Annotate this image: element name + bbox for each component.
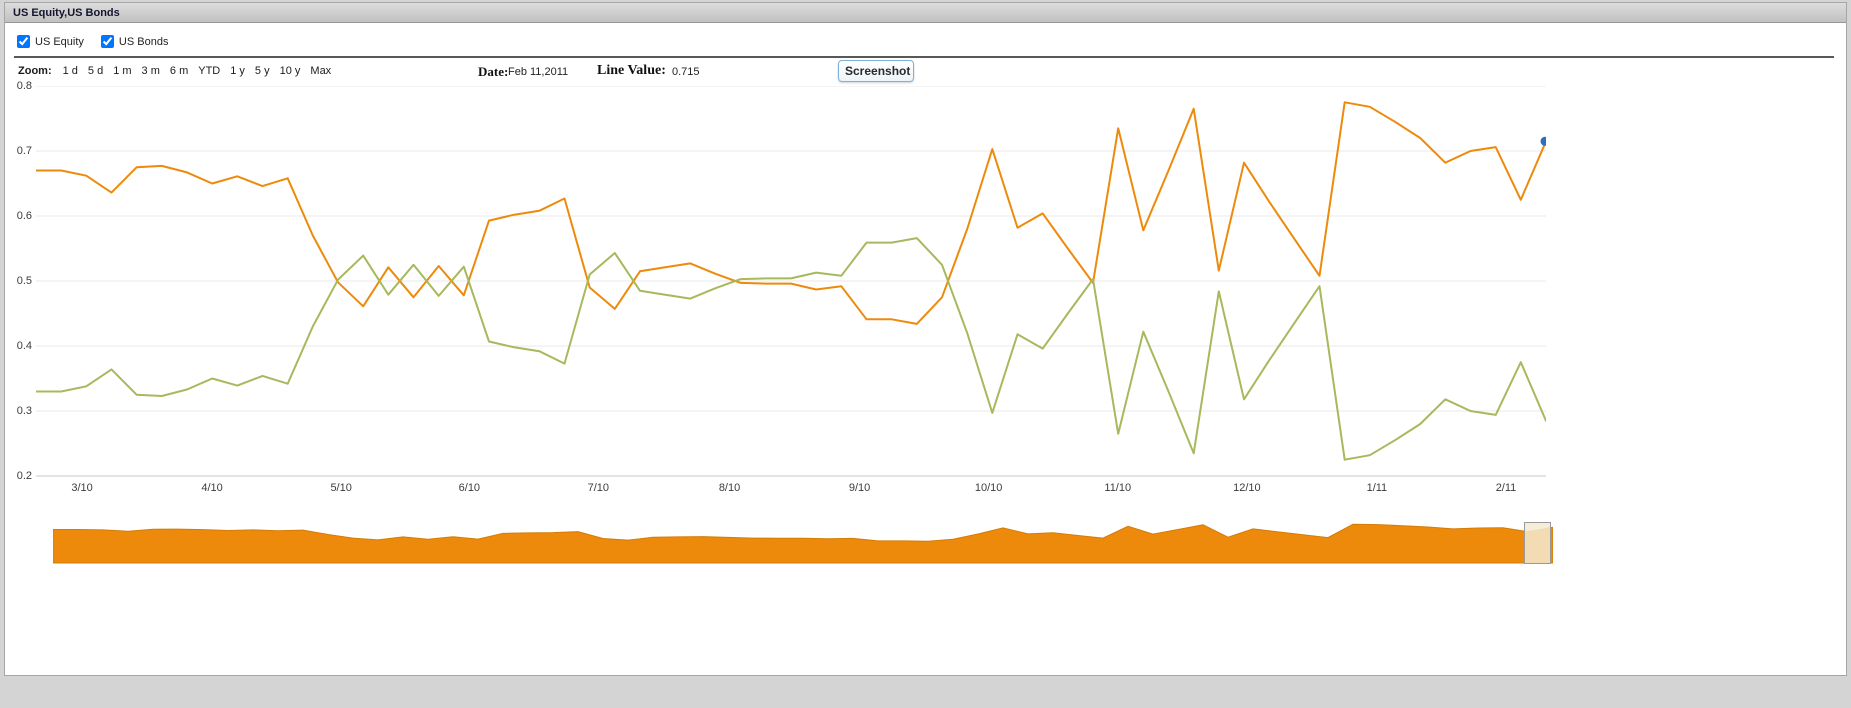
legend: US Equity US Bonds (17, 35, 168, 48)
x-axis-label: 6/10 (458, 482, 481, 494)
zoom-option-1m[interactable]: 1 m (113, 65, 132, 77)
y-axis-label: 0.4 (16, 340, 32, 352)
date-label: Date: (478, 64, 509, 79)
zoom-option-10y[interactable]: 10 y (279, 65, 301, 77)
current-point-marker (1540, 136, 1546, 146)
zoom-options: 1 d 5 d 1 m 3 m 6 m YTD 1 y 5 y 10 y Max (63, 65, 342, 77)
zoom-label: Zoom: (18, 65, 52, 77)
legend-item-us-bonds[interactable]: US Bonds (100, 35, 169, 48)
series-line-us-equity (36, 101, 1546, 325)
separator-line (14, 56, 1834, 58)
y-axis-label: 0.7 (16, 145, 32, 157)
y-axis-label: 0.8 (16, 80, 32, 92)
checkbox-us-equity[interactable] (17, 35, 30, 48)
x-axis-label: 2/11 (1495, 482, 1517, 494)
legend-label: US Equity (35, 35, 84, 48)
y-axis-label: 0.3 (16, 405, 32, 417)
x-axis-label: 9/10 (848, 482, 871, 494)
zoom-option-3m[interactable]: 3 m (141, 65, 160, 77)
legend-item-us-equity[interactable]: US Equity (17, 35, 84, 48)
date-value: Feb 11,2011 (508, 66, 569, 78)
x-axis-label: 5/10 (330, 482, 352, 494)
line-value-label: Line Value: (597, 63, 666, 78)
y-axis-label: 0.5 (16, 275, 32, 287)
x-axis-label: 3/10 (71, 482, 93, 494)
zoom-option-5d[interactable]: 5 d (87, 65, 104, 77)
zoom-option-6m[interactable]: 6 m (169, 65, 189, 77)
navigator[interactable] (53, 522, 1553, 564)
line-value: 0.715 (672, 66, 700, 78)
x-axis-label: 12/10 (1233, 482, 1261, 494)
screenshot-button[interactable]: Screenshot (838, 60, 914, 82)
zoom-option-max[interactable]: Max (310, 65, 332, 77)
x-axis-label: 8/10 (718, 482, 741, 494)
navigator-handle[interactable] (1524, 522, 1551, 564)
x-axis-label: 1/11 (1366, 482, 1388, 494)
zoom-option-ytd[interactable]: YTD (198, 65, 221, 77)
navigator-area (53, 523, 1553, 564)
legend-label: US Bonds (118, 35, 169, 48)
x-axis-label: 7/10 (587, 482, 610, 494)
x-axis-label: 10/10 (974, 482, 1003, 494)
series-line-us-bonds (36, 237, 1546, 461)
zoom-controls: Zoom: 1 d 5 d 1 m 3 m 6 m YTD 1 y 5 y 10 y Max (18, 65, 341, 77)
x-axis-label: 4/10 (201, 482, 223, 494)
x-axis-label: 11/10 (1104, 482, 1132, 494)
y-axis-label: 0.6 (16, 210, 32, 222)
zoom-option-1y[interactable]: 1 y (230, 65, 245, 77)
zoom-option-1d[interactable]: 1 d (62, 65, 78, 77)
checkbox-us-bonds[interactable] (100, 35, 114, 48)
zoom-option-5y[interactable]: 5 y (254, 65, 270, 77)
y-axis-label: 0.2 (16, 470, 32, 482)
chart-plot-area[interactable] (36, 86, 1546, 478)
window-title: US Equity,US Bonds (5, 3, 1846, 23)
